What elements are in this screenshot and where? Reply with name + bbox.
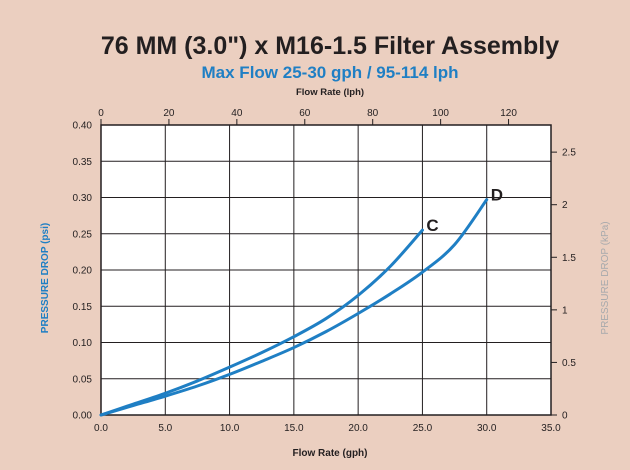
y2-tick-label: 2.5 [562, 148, 576, 159]
chart-frame: 76 MM (3.0") x M16-1.5 Filter Assembly M… [8, 10, 620, 462]
x-tick-label: 30.0 [477, 423, 497, 434]
x2-tick-label: 40 [231, 108, 243, 119]
y-tick-label: 0.25 [73, 229, 93, 240]
y2-tick-label: 2 [562, 200, 568, 211]
y-tick-label: 0.05 [73, 374, 93, 385]
pressure-drop-chart: 76 MM (3.0") x M16-1.5 Filter Assembly M… [40, 32, 611, 459]
series-line-c [99, 228, 424, 417]
y2-tick-label: 1 [562, 305, 568, 316]
x-tick-label: 25.0 [413, 423, 433, 434]
y-tick-label: 0.35 [73, 157, 93, 168]
x2-tick-label: 120 [500, 108, 517, 119]
y2-axis-label: PRESSURE DROP (kPa) [600, 221, 611, 334]
y-tick-label: 0.40 [73, 121, 93, 132]
x-tick-label: 10.0 [220, 423, 240, 434]
chart-title: 76 MM (3.0") x M16-1.5 Filter Assembly [101, 32, 559, 60]
x-tick-label: 5.0 [158, 423, 172, 434]
y2-tick-label: 0 [562, 411, 568, 422]
chart-subtitle: Max Flow 25-30 gph / 95-114 lph [202, 63, 459, 82]
x-tick-label: 0.0 [94, 423, 108, 434]
y-tick-label: 0.10 [73, 338, 93, 349]
x2-tick-label: 20 [163, 108, 175, 119]
x-tick-label: 20.0 [348, 423, 368, 434]
y-tick-label: 0.20 [73, 266, 93, 277]
series-label-c: C [426, 216, 438, 235]
x2-tick-label: 100 [432, 108, 449, 119]
series-line-d [99, 198, 489, 417]
y-axis-label: PRESSURE DROP (psi) [40, 223, 51, 333]
x2-tick-label: 0 [98, 108, 104, 119]
y2-tick-label: 1.5 [562, 253, 576, 264]
y-tick-label: 0.15 [73, 302, 93, 313]
y2-tick-label: 0.5 [562, 358, 576, 369]
x-axis-label: Flow Rate (gph) [293, 448, 368, 459]
y-tick-label: 0.30 [73, 193, 93, 204]
x2-tick-label: 60 [299, 108, 311, 119]
x-tick-label: 35.0 [541, 423, 561, 434]
x2-axis-label: Flow Rate (lph) [296, 87, 364, 98]
plot-area: 0.0 5.0 10.0 15.0 20.0 25.0 30.0 35.0 0.00 0.05 0.… [73, 108, 577, 434]
x2-tick-label: 80 [367, 108, 379, 119]
series-label-d: D [491, 186, 503, 205]
plot-border [100, 124, 552, 416]
x-tick-label: 15.0 [284, 423, 304, 434]
y-tick-label: 0.00 [73, 411, 93, 422]
